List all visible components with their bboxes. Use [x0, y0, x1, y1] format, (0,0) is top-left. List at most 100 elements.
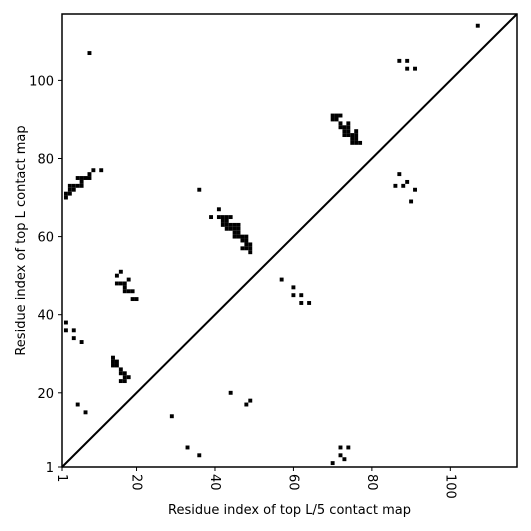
contact-point: [71, 187, 76, 192]
contact-point: [122, 379, 127, 384]
contact-point: [397, 172, 402, 177]
contact-point: [99, 168, 104, 173]
contact-point: [220, 215, 225, 220]
y-tick-label: 100: [29, 74, 54, 89]
plot-frame: [61, 13, 518, 468]
contact-point: [197, 453, 202, 458]
contact-point: [346, 129, 351, 134]
contact-point: [338, 121, 343, 126]
contact-point: [71, 328, 76, 333]
x-tick-label: 1: [54, 474, 69, 482]
contact-point: [236, 222, 241, 227]
contact-point: [405, 58, 410, 63]
contact-point: [248, 398, 253, 403]
contact-point: [338, 113, 343, 118]
contact-point: [126, 289, 131, 294]
contact-point: [350, 133, 355, 138]
contact-point: [79, 176, 84, 180]
contact-point: [209, 215, 214, 220]
contact-point: [118, 371, 123, 376]
contact-point: [240, 234, 245, 239]
contact-point: [87, 51, 92, 56]
contact-point: [342, 133, 347, 138]
contact-point: [130, 289, 135, 294]
contact-point: [228, 390, 233, 395]
contact-point: [393, 183, 398, 188]
contact-point: [232, 234, 237, 239]
contact-point: [114, 281, 119, 286]
contact-point: [401, 183, 406, 188]
contact-point: [397, 58, 402, 63]
contact-point: [87, 172, 92, 177]
contact-point: [244, 238, 249, 243]
contact-point: [248, 250, 253, 255]
contact-point: [232, 226, 237, 231]
contact-point: [114, 363, 119, 368]
contact-point: [240, 246, 245, 251]
contact-point: [405, 179, 410, 184]
contact-point: [63, 191, 68, 196]
contact-point: [122, 375, 127, 380]
contact-point: [118, 281, 123, 286]
contact-point: [346, 125, 351, 130]
x-axis-label: Residue index of top L/5 contact map: [168, 503, 411, 518]
contact-point: [236, 230, 241, 235]
contact-point: [244, 242, 249, 247]
contact-point: [248, 246, 253, 251]
contact-point: [118, 269, 123, 274]
contact-point: [330, 117, 335, 122]
contact-point: [197, 187, 202, 192]
contact-point: [118, 367, 123, 372]
contact-point: [224, 222, 229, 227]
contact-point: [71, 336, 76, 341]
contact-point: [307, 301, 312, 305]
contact-point: [134, 297, 139, 302]
contact-point: [338, 453, 343, 458]
contact-point: [122, 371, 127, 376]
contact-point: [342, 125, 347, 130]
contact-point: [67, 187, 72, 192]
contact-point: [338, 445, 343, 450]
contact-point: [409, 199, 414, 204]
y-tick-label: 20: [37, 387, 54, 402]
contact-point: [405, 66, 410, 71]
contact-point: [67, 191, 72, 196]
contact-point: [236, 226, 241, 231]
y-tick-label: 80: [37, 152, 54, 167]
contact-point: [185, 445, 190, 450]
contact-point: [87, 176, 92, 180]
contact-point: [338, 125, 343, 130]
y-tick-label: 40: [37, 309, 54, 324]
contact-point: [83, 410, 88, 415]
contact-point: [83, 176, 88, 180]
contact-point: [79, 179, 84, 184]
x-tick-label: 80: [364, 474, 379, 491]
contact-point: [122, 281, 127, 286]
contact-point: [63, 195, 68, 200]
contact-point: [224, 226, 229, 231]
x-axis-ticks: 1 20 40 60 80 100: [54, 467, 457, 499]
contact-point: [342, 457, 347, 462]
contact-point: [299, 301, 304, 305]
contact-point: [334, 117, 339, 122]
y-axis-ticks: 1 20 40 60 80 100: [29, 74, 62, 476]
contact-point: [346, 133, 351, 138]
y-tick-label: 1: [46, 461, 54, 476]
contact-point: [354, 137, 359, 141]
contact-point: [232, 222, 237, 227]
contact-point: [126, 277, 131, 282]
contact-point: [244, 246, 249, 251]
contact-point: [342, 129, 347, 134]
contact-point: [299, 293, 304, 298]
contact-point: [248, 242, 253, 247]
contact-point: [67, 183, 72, 188]
contact-point: [79, 183, 84, 188]
contact-point: [413, 187, 417, 192]
contact-point: [346, 121, 351, 126]
contact-point: [244, 234, 249, 239]
contact-point: [350, 140, 355, 145]
contact-point: [79, 340, 84, 344]
contact-point: [232, 230, 237, 235]
contact-point: [216, 215, 221, 220]
